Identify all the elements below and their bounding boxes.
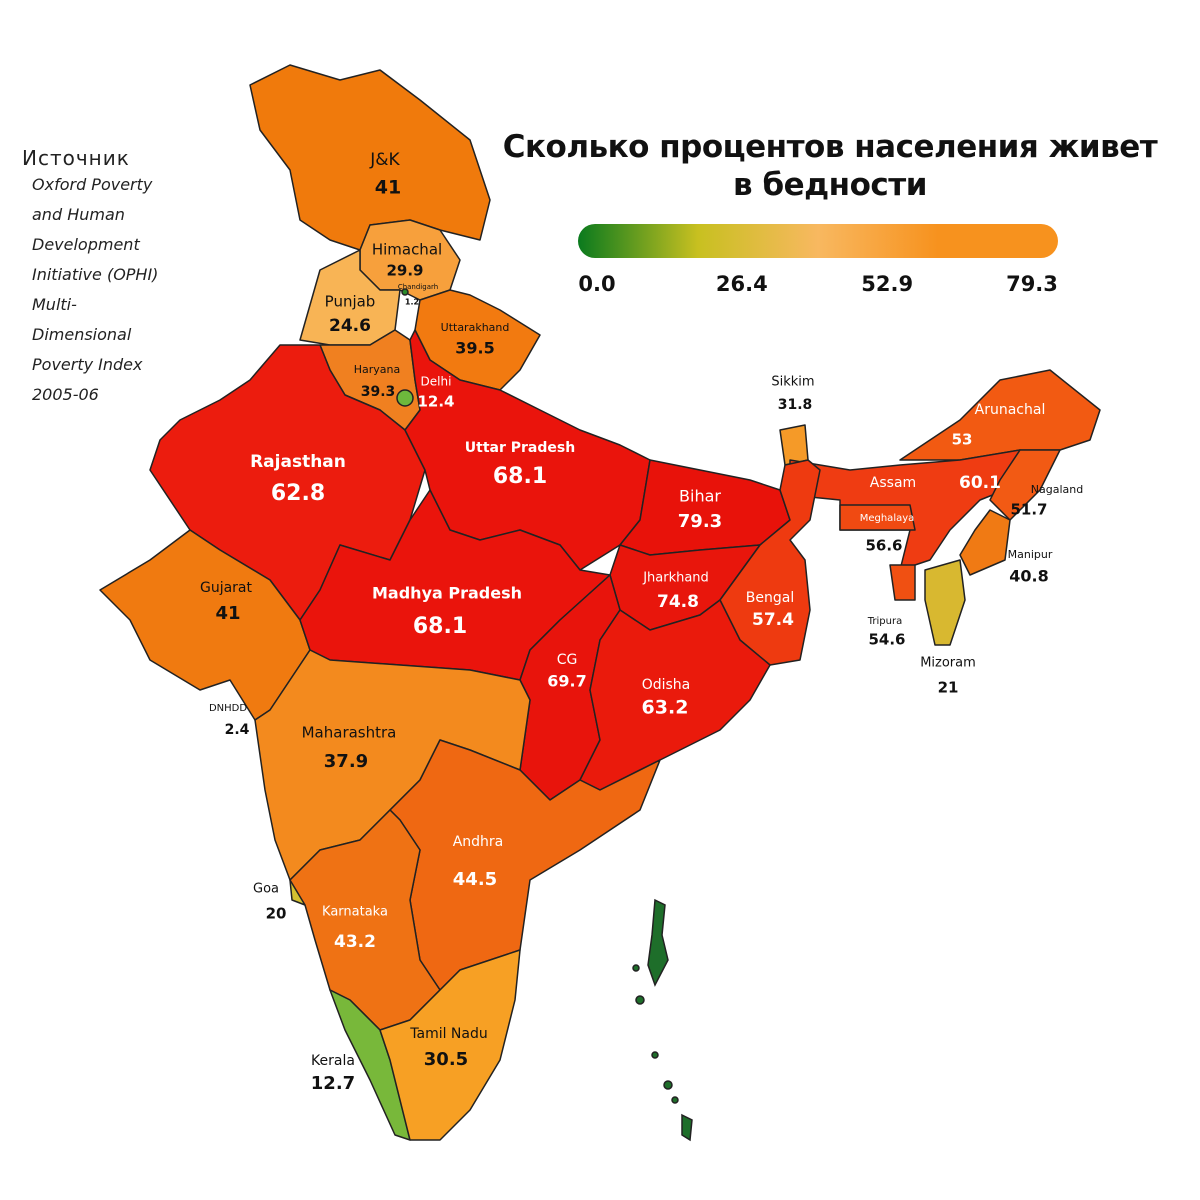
region [839,504,916,531]
region-value: 2.4 [225,722,250,738]
region-value: 68.1 [493,464,547,489]
regions [99,64,1101,1141]
region-name: Himachal [372,241,442,259]
colorbar-tick-label: 52.9 [861,272,913,296]
region-value: 60.1 [959,473,1001,493]
region-value: 54.6 [868,631,905,649]
region-name: J&K [369,150,400,170]
region-name: Tamil Nadu [409,1026,488,1042]
region-value: 31.8 [778,397,813,413]
region-value: 68.1 [413,614,467,639]
region-value: 30.5 [424,1049,468,1070]
region-name: Madhya Pradesh [372,584,522,603]
region-value: 51.7 [1010,501,1047,519]
region-name: Delhi [421,375,452,389]
region-name: Karnataka [322,905,388,920]
colorbar-tick-label: 26.4 [716,272,768,296]
region-value: 56.6 [865,537,902,555]
region-name: Rajasthan [250,452,346,472]
region-name: Haryana [354,363,401,376]
region-value: 41 [375,177,401,199]
region-name: Goa [253,882,279,897]
region-value: 44.5 [453,869,497,890]
region-name: Punjab [325,293,376,311]
region-name: Arunachal [975,402,1046,418]
region [924,559,966,646]
colorbar-tick-label: 79.3 [1006,272,1058,296]
region-name: DNHDD [209,703,247,714]
region-value: 1.2 [405,298,419,307]
colorbar-gradient [578,224,1058,258]
region [401,288,409,296]
region-value: 20 [266,905,287,923]
region-value: 40.8 [1009,567,1048,586]
region-name: Andhra [453,834,504,850]
region [289,809,441,1031]
region [889,564,916,601]
region-name: Assam [870,475,916,491]
region-name: Mizoram [920,656,976,671]
region-value: 24.6 [329,316,371,336]
title: Сколько процентов населения живет в бедн… [502,129,1158,203]
region-name: Nagaland [1031,483,1083,496]
region-value: 12.4 [417,393,454,411]
region-value: 39.3 [361,384,396,400]
region-value: 43.2 [334,932,376,952]
region-value: 74.8 [657,592,699,612]
region-name: Chandigarh [398,283,438,291]
region-name: Uttarakhand [441,321,510,334]
region-value: 21 [938,679,959,697]
region [719,459,821,666]
region-name: Meghalaya [860,513,915,524]
labels: J&K 41 Himachal 29.9 Chandigarh 1.2 Punjab 24.6… [200,150,1083,1094]
region-name: Tripura [867,616,902,627]
source-text: Oxford Poverty and Human Development Ini… [32,175,159,404]
region-name: Bengal [746,590,794,606]
region-value: 63.2 [642,697,689,719]
region-name: CG [557,652,578,668]
region-name: Bihar [679,487,721,506]
region-value: 12.7 [311,1073,355,1094]
islands [632,898,693,1142]
region-name: Manipur [1008,548,1053,561]
region-name: Gujarat [200,580,253,596]
region [779,424,809,466]
region-value: 53 [952,431,973,449]
region [579,599,771,791]
region-name: Odisha [642,677,691,693]
region-value: 37.9 [324,751,368,772]
source-heading: Источник [22,146,130,170]
colorbar: 0.0 26.4 52.9 79.3 [578,224,1058,296]
region-name: Jharkhand [642,571,709,586]
region-name: Kerala [311,1053,355,1069]
colorbar-tick-label: 0.0 [578,272,615,296]
region-value: 69.7 [547,672,586,691]
region [379,949,521,1141]
region-value: 79.3 [678,511,722,532]
region-value: 57.4 [752,610,794,630]
region-value: 29.9 [386,262,423,280]
region-value: 62.8 [271,481,325,506]
region-value: 41 [215,603,240,624]
region-name: Maharashtra [302,724,397,742]
region-name: Uttar Pradesh [465,440,575,456]
region [396,389,414,407]
region-value: 39.5 [455,339,494,358]
region [959,509,1011,576]
region-name: Sikkim [771,375,814,390]
